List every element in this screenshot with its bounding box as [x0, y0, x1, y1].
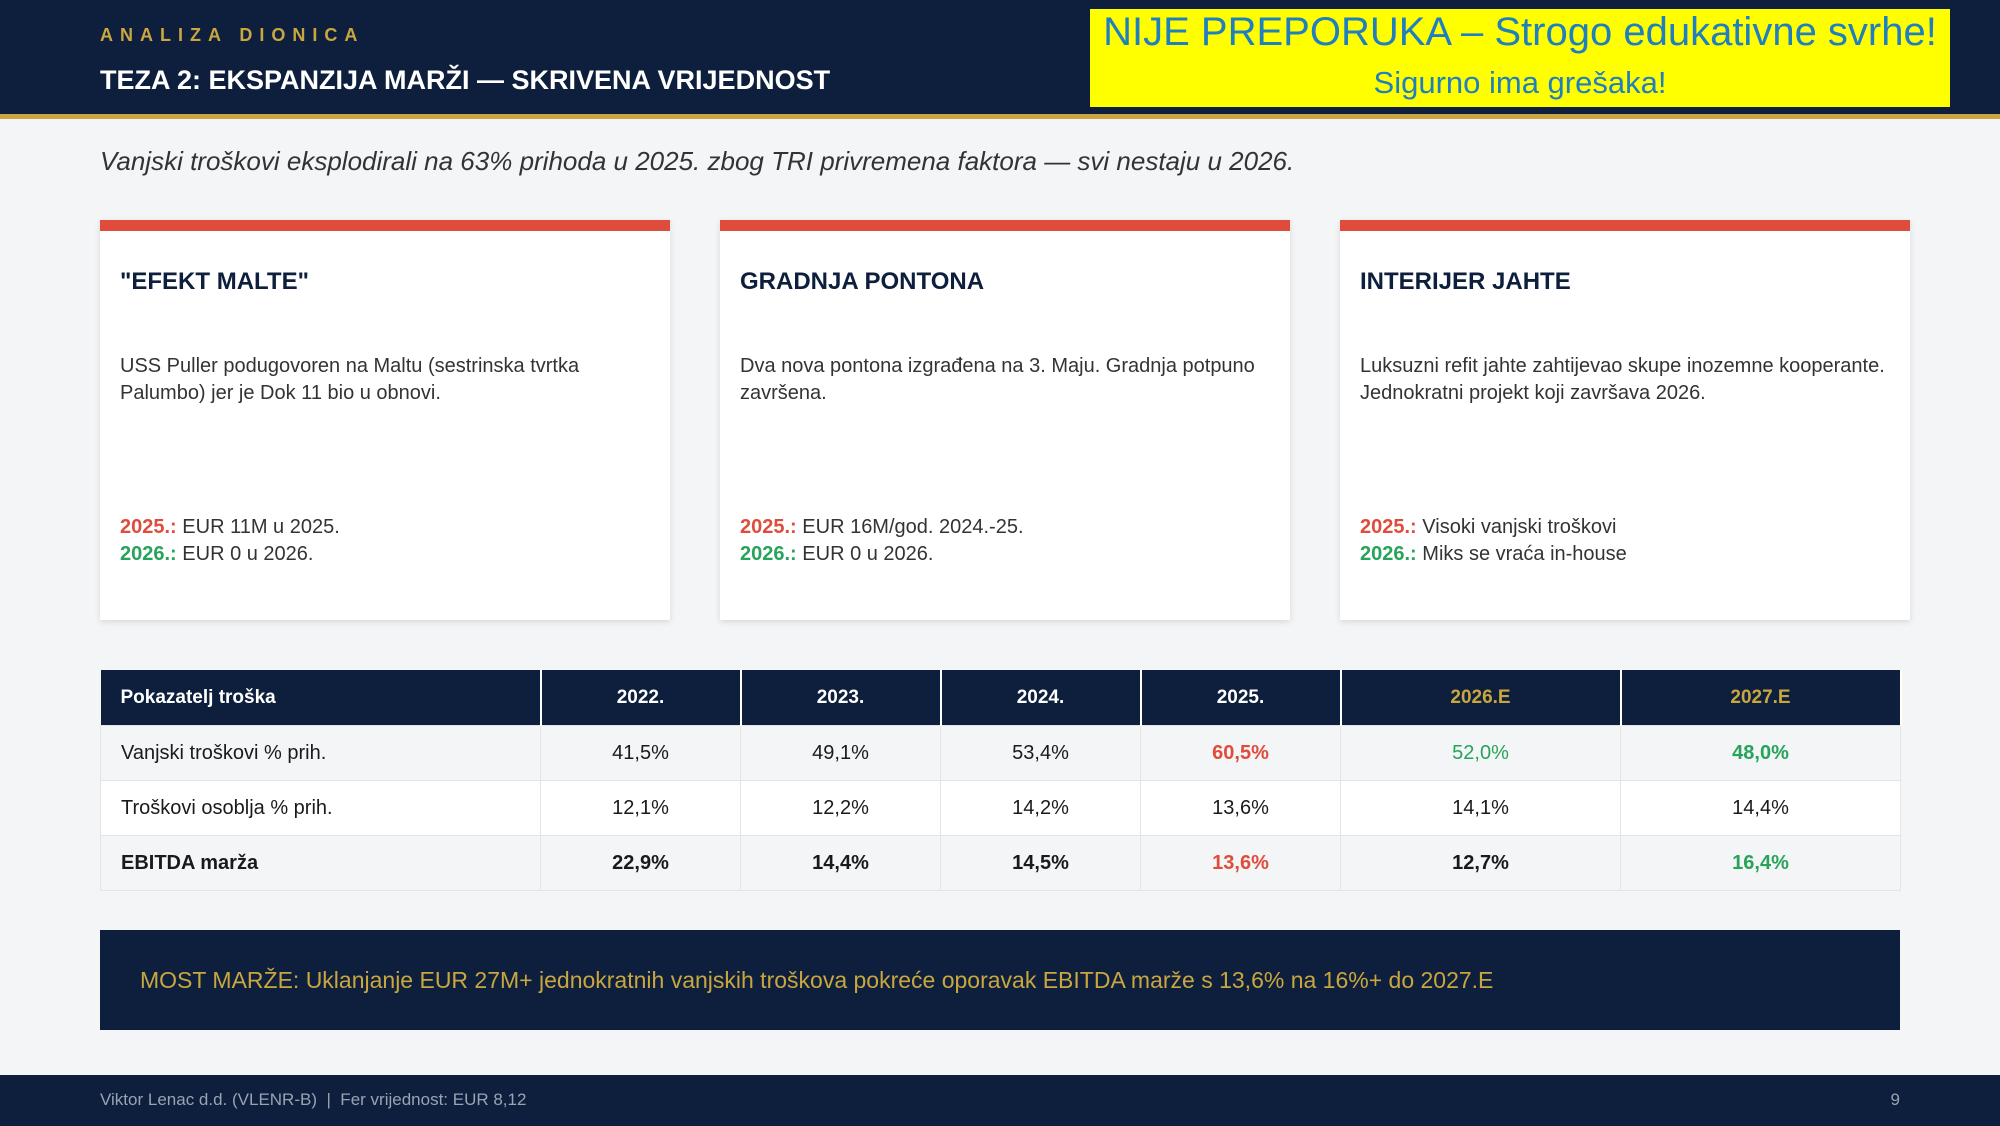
table-header-row: Pokazatelj troška 2022. 2023. 2024. 2025… [100, 670, 1902, 726]
page-number: 9 [1890, 1090, 1900, 1109]
table-row: Troškovi osoblja % prih. 12,1% 12,2% 14,… [100, 780, 1901, 836]
table-cell: 41,5% [540, 725, 741, 781]
label-2026: 2026.: [740, 543, 797, 565]
table-cell: 49,1% [740, 725, 941, 781]
label-2025: 2025.: [120, 516, 177, 538]
label-2026: 2026.: [120, 543, 177, 565]
table-cell: 22,9% [540, 835, 741, 891]
column-header: 2024. [940, 670, 1142, 726]
table-cell: 14,4% [1620, 780, 1901, 836]
value-2025: Visoki vanjski troškovi [1422, 516, 1617, 538]
card-malta-effect: "EFEKT MALTE" USS Puller podugovoren na … [100, 220, 670, 620]
column-header: 2025. [1140, 670, 1342, 726]
value-2026: EUR 0 u 2026. [802, 543, 934, 565]
row-label: EBITDA marža [100, 835, 541, 891]
card-footer: 2025.: Visoki vanjski troškovi 2026.: Mi… [1360, 514, 1627, 568]
disclaimer-box: NIJE PREPORUKA – Strogo edukativne svrhe… [1090, 9, 1950, 107]
label-2025: 2025.: [1360, 516, 1417, 538]
card-title: INTERIJER JAHTE [1360, 268, 1571, 295]
table-cell: 14,1% [1340, 780, 1621, 836]
table-row: Vanjski troškovi % prih. 41,5% 49,1% 53,… [100, 725, 1901, 781]
table-cell: 12,2% [740, 780, 941, 836]
card-footer: 2025.: EUR 16M/god. 2024.-25. 2026.: EUR… [740, 514, 1024, 568]
card-description: Dva nova pontona izgrađena na 3. Maju. G… [740, 355, 1255, 404]
label-2026: 2026.: [1360, 543, 1417, 565]
table-row: EBITDA marža 22,9% 14,4% 14,5% 13,6% 12,… [100, 835, 1901, 891]
label-2025: 2025.: [740, 516, 797, 538]
table-cell: 12,7% [1340, 835, 1621, 891]
footer-text: Viktor Lenac d.d. (VLENR-B) | Fer vrijed… [100, 1090, 527, 1109]
table-cell: 16,4% [1620, 835, 1901, 891]
page-title: TEZA 2: EKSPANZIJA MARŽI — SKRIVENA VRIJ… [100, 65, 831, 95]
cost-metrics-table: Pokazatelj troška 2022. 2023. 2024. 2025… [100, 670, 1902, 891]
value-2025: EUR 11M u 2025. [182, 516, 340, 538]
table-cell: 14,5% [940, 835, 1141, 891]
disclaimer-line-2: Sigurno ima grešaka! [1373, 65, 1667, 100]
table-cell: 48,0% [1620, 725, 1901, 781]
header-bar: ANALIZA DIONICA TEZA 2: EKSPANZIJA MARŽI… [0, 0, 2000, 119]
value-2025: EUR 16M/god. 2024.-25. [802, 516, 1024, 538]
card-title: "EFEKT MALTE" [120, 268, 309, 295]
footer-bar: Viktor Lenac d.d. (VLENR-B) | Fer vrijed… [0, 1075, 2000, 1126]
table-cell: 12,1% [540, 780, 741, 836]
table-cell: 52,0% [1340, 725, 1621, 781]
row-label: Vanjski troškovi % prih. [100, 725, 541, 781]
card-footer: 2025.: EUR 11M u 2025. 2026.: EUR 0 u 20… [120, 514, 340, 568]
column-header-estimate: 2026.E [1340, 670, 1622, 726]
disclaimer-line-1: NIJE PREPORUKA – Strogo edukativne svrhe… [1103, 10, 1937, 54]
card-yacht-interior: INTERIJER JAHTE Luksuzni refit jahte zah… [1340, 220, 1910, 620]
column-header: 2023. [740, 670, 942, 726]
card-description: Luksuzni refit jahte zahtijevao skupe in… [1360, 355, 1885, 404]
table-cell: 14,2% [940, 780, 1141, 836]
page-subtitle: Vanjski troškovi eksplodirali na 63% pri… [100, 146, 1295, 176]
card-description: USS Puller podugovoren na Maltu (sestrin… [120, 355, 580, 404]
card-pontoon-construction: GRADNJA PONTONA Dva nova pontona izgrađe… [720, 220, 1290, 620]
table-cell: 60,5% [1140, 725, 1341, 781]
table-cell: 14,4% [740, 835, 941, 891]
table-cell: 13,6% [1140, 835, 1341, 891]
card-title: GRADNJA PONTONA [740, 268, 985, 295]
value-2026: Miks se vraća in-house [1422, 543, 1627, 565]
column-header-estimate: 2027.E [1620, 670, 1902, 726]
header-kicker: ANALIZA DIONICA [100, 25, 365, 45]
table-cell: 13,6% [1140, 780, 1341, 836]
value-2026: EUR 0 u 2026. [182, 543, 314, 565]
column-header: Pokazatelj troška [100, 670, 542, 726]
table-cell: 53,4% [940, 725, 1141, 781]
row-label: Troškovi osoblja % prih. [100, 780, 541, 836]
column-header: 2022. [540, 670, 742, 726]
banner-text: MOST MARŽE: Uklanjanje EUR 27M+ jednokra… [140, 967, 1494, 993]
margin-bridge-banner: MOST MARŽE: Uklanjanje EUR 27M+ jednokra… [100, 930, 1900, 1030]
